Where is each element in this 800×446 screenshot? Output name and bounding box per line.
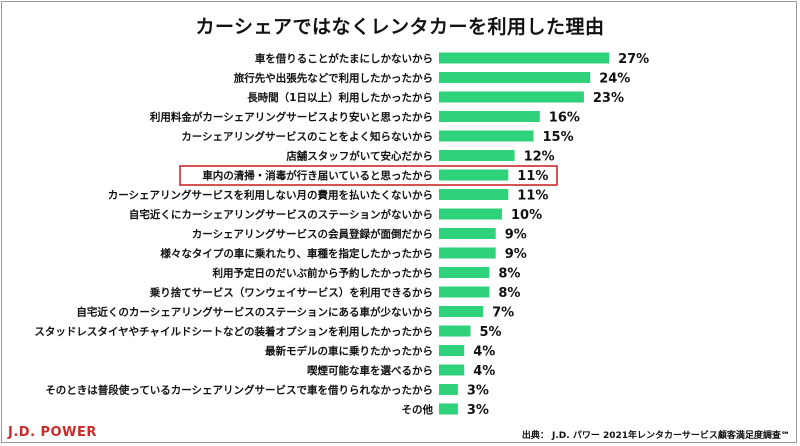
value-label: 3% bbox=[467, 403, 489, 418]
bar bbox=[439, 150, 515, 161]
category-label: 利用予定日のだいぶ前から予約したかったから bbox=[213, 267, 434, 280]
bar bbox=[439, 364, 465, 376]
value-label: 5% bbox=[480, 325, 502, 340]
bar bbox=[439, 384, 458, 395]
bar bbox=[439, 286, 490, 298]
category-label: 喫煙可能な車を選べるから bbox=[307, 364, 433, 377]
value-label: 3% bbox=[467, 384, 489, 399]
value-label: 12% bbox=[524, 150, 555, 165]
bar bbox=[439, 267, 490, 278]
value-label: 27% bbox=[618, 52, 649, 67]
value-label: 9% bbox=[505, 228, 527, 243]
bar bbox=[439, 403, 458, 415]
category-label: 最新モデルの車に乗りたかったから bbox=[265, 345, 433, 358]
highlight-box bbox=[179, 165, 558, 186]
bar bbox=[439, 345, 465, 356]
category-label: カーシェアリングサービスを利用しない月の費用を払いたくないから bbox=[108, 189, 433, 202]
bar bbox=[439, 72, 591, 83]
bar bbox=[439, 91, 584, 103]
value-label: 11% bbox=[517, 189, 548, 204]
category-label: 乗り捨てサービス（ワンウェイサービス）を利用できるから bbox=[149, 286, 433, 299]
category-label: スタッドレスタイヤやチャイルドシートなどの装着オプションを利用したかったから bbox=[34, 325, 433, 338]
value-label: 9% bbox=[505, 247, 527, 262]
category-label: 自宅近くにカーシェアリングサービスのステーションがないから bbox=[129, 208, 433, 221]
category-label: 車内の清掃・消毒が行き届いていると思ったから bbox=[202, 169, 433, 182]
value-label: 7% bbox=[492, 306, 514, 321]
category-label: カーシェアリングサービスのことをよく知らないから bbox=[181, 130, 433, 143]
category-label: そのときは普段使っているカーシェアリングサービスで車を借りられなかったから bbox=[45, 384, 433, 397]
bar bbox=[439, 189, 509, 200]
category-label: その他 bbox=[402, 403, 434, 416]
value-label: 4% bbox=[473, 345, 495, 360]
value-label: 15% bbox=[543, 130, 574, 145]
value-label: 10% bbox=[511, 208, 542, 223]
bar bbox=[439, 325, 471, 337]
bar bbox=[439, 306, 484, 317]
category-label: 旅行先や出張先などで利用したかったから bbox=[234, 72, 433, 85]
category-label: 様々なタイプの車に乗れたり、車種を指定したかったから bbox=[160, 247, 433, 260]
value-label: 24% bbox=[599, 72, 630, 87]
value-label: 11% bbox=[517, 169, 548, 184]
bar bbox=[439, 228, 496, 239]
source-note: 出典： J.D. パワー 2021年レンタカーサービス顧客満足度調査℠ bbox=[521, 431, 790, 441]
brand-logo: J.D. POWER bbox=[8, 425, 97, 440]
bar bbox=[439, 169, 509, 181]
category-label: 店舗スタッフがいて安心だから bbox=[285, 150, 433, 163]
category-label: 自宅近くのカーシェアリングサービスのステーションにある車が少ないから bbox=[76, 306, 433, 319]
bar bbox=[439, 111, 540, 122]
value-label: 8% bbox=[498, 267, 520, 282]
value-label: 4% bbox=[473, 364, 495, 379]
bar bbox=[439, 52, 610, 64]
bar bbox=[439, 247, 496, 259]
category-label: 長時間（1日以上）利用したかったから bbox=[247, 91, 433, 104]
chart-title: カーシェアではなくレンタカーを利用した理由 bbox=[195, 16, 605, 38]
value-label: 23% bbox=[593, 91, 624, 106]
category-label: 利用料金がカーシェアリングサービスより安いと思ったから bbox=[150, 111, 433, 124]
value-label: 16% bbox=[549, 111, 580, 126]
bar bbox=[439, 130, 534, 142]
category-label: 車を借りることがたまにしかないから bbox=[255, 52, 433, 65]
category-label: カーシェアリングサービスの会員登録が面倒だから bbox=[192, 228, 433, 241]
bar bbox=[439, 208, 502, 220]
value-label: 8% bbox=[498, 286, 520, 301]
